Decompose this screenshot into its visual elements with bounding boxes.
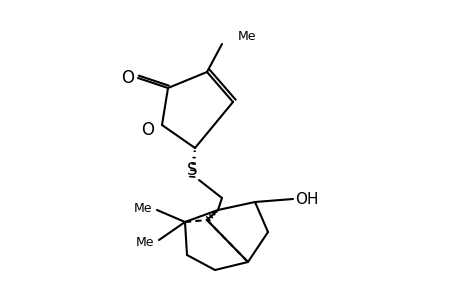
- Text: Me: Me: [134, 202, 152, 214]
- Text: OH: OH: [295, 191, 318, 206]
- Text: S: S: [186, 161, 197, 179]
- Text: O: O: [141, 121, 154, 139]
- Text: Me: Me: [135, 236, 154, 248]
- Text: Me: Me: [237, 29, 256, 43]
- Text: O: O: [121, 69, 134, 87]
